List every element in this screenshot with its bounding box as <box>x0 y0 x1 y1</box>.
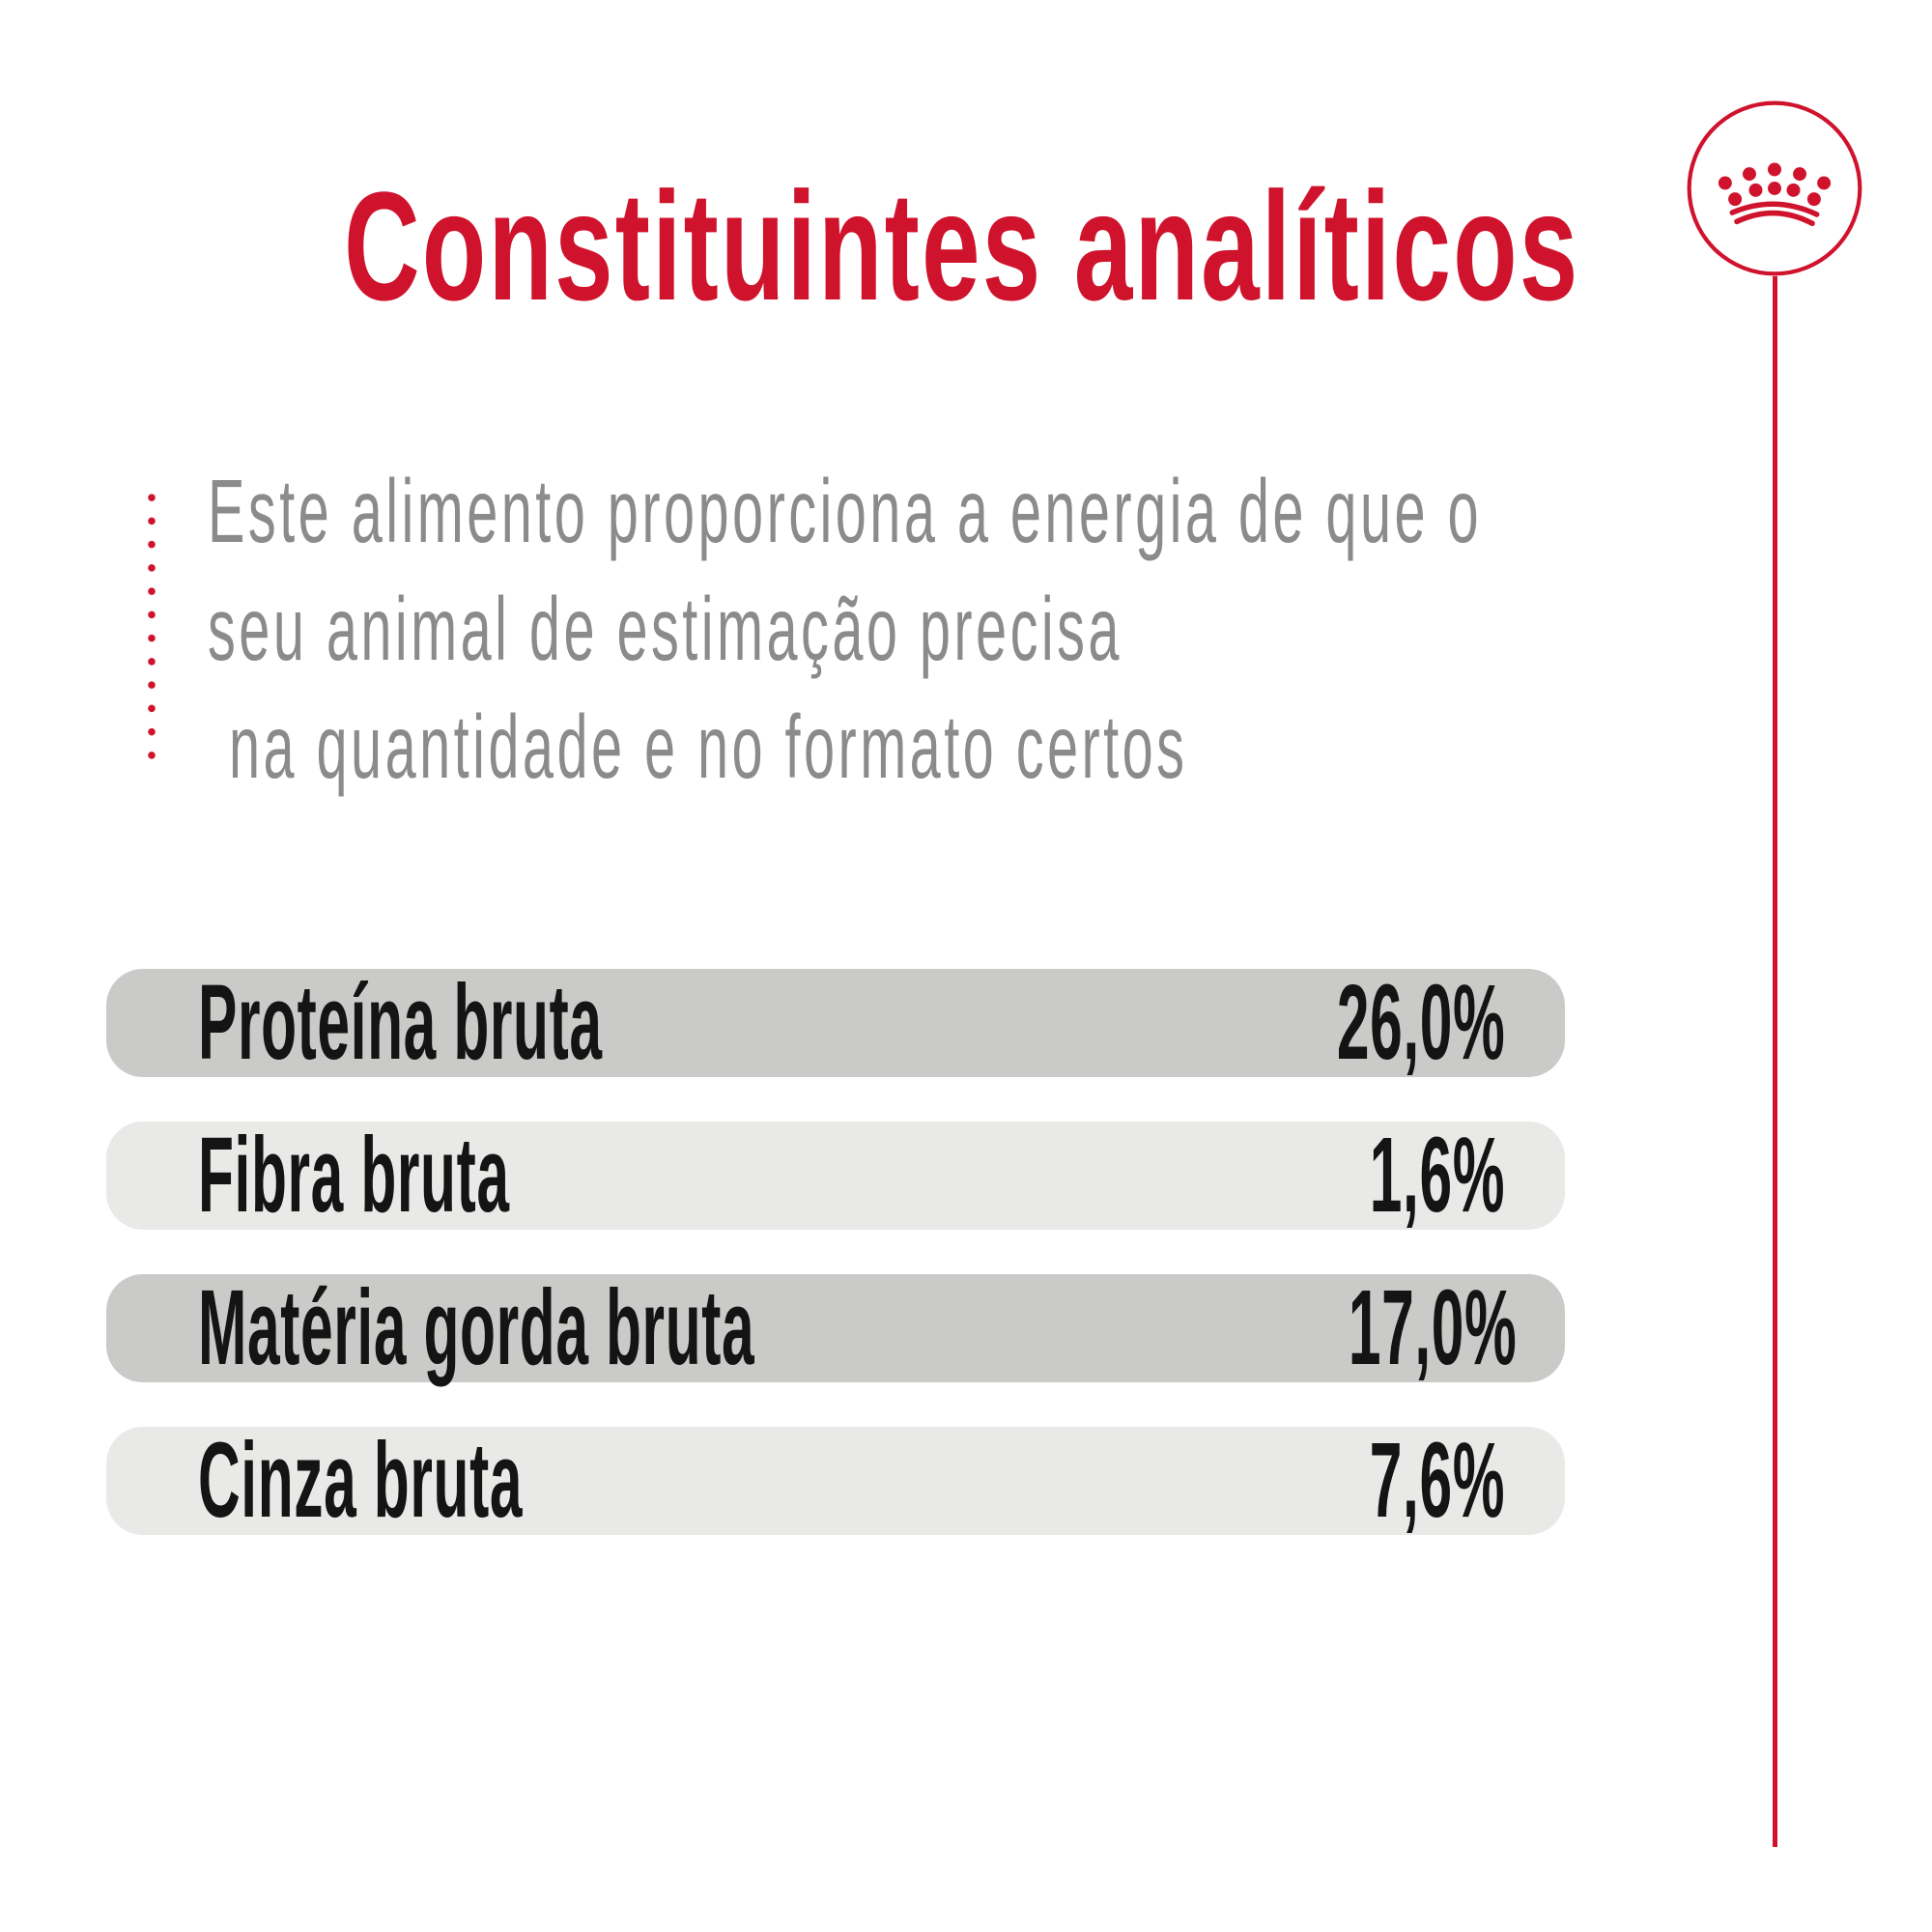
nutrient-label: Cinza bruta <box>198 1421 524 1540</box>
table-row: Fibra bruta 1,6% <box>106 1122 1565 1230</box>
royal-canin-crown-logo-icon <box>1687 100 1862 276</box>
nutrient-label: Fibra bruta <box>198 1116 510 1235</box>
nutrient-value: 1,6% <box>1369 1116 1505 1235</box>
nutrient-value: 17,0% <box>1348 1268 1518 1387</box>
page-title-text: Constituintes analíticos <box>344 159 1580 332</box>
intro-line: Este alimento proporciona a energia de q… <box>208 461 1483 561</box>
vertical-accent-line <box>1773 276 1777 1847</box>
intro-line: na quantidade e no formato certos <box>229 696 1188 797</box>
nutrient-value: 26,0% <box>1336 963 1505 1082</box>
intro-line: seu animal de estimação precisa <box>208 579 1122 679</box>
table-row: Proteína bruta 26,0% <box>106 969 1565 1077</box>
nutrient-value: 7,6% <box>1369 1421 1505 1540</box>
nutrient-label: Matéria gorda bruta <box>198 1268 755 1387</box>
intro-paragraph: Este alimento proporciona a energia de q… <box>208 452 1657 806</box>
logo-circle <box>1687 100 1862 276</box>
table-row: Cinza bruta 7,6% <box>106 1427 1565 1535</box>
page-title: Constituintes analíticos <box>53 169 1768 324</box>
intro-accent-dotted-line <box>145 486 158 767</box>
crown-base-arcs <box>1729 201 1820 227</box>
table-row: Matéria gorda bruta 17,0% <box>106 1274 1565 1382</box>
crown-gems <box>1718 162 1832 207</box>
nutrition-table: Proteína bruta 26,0% Fibra bruta 1,6% Ma… <box>106 969 1565 1579</box>
nutrient-label: Proteína bruta <box>198 963 603 1082</box>
